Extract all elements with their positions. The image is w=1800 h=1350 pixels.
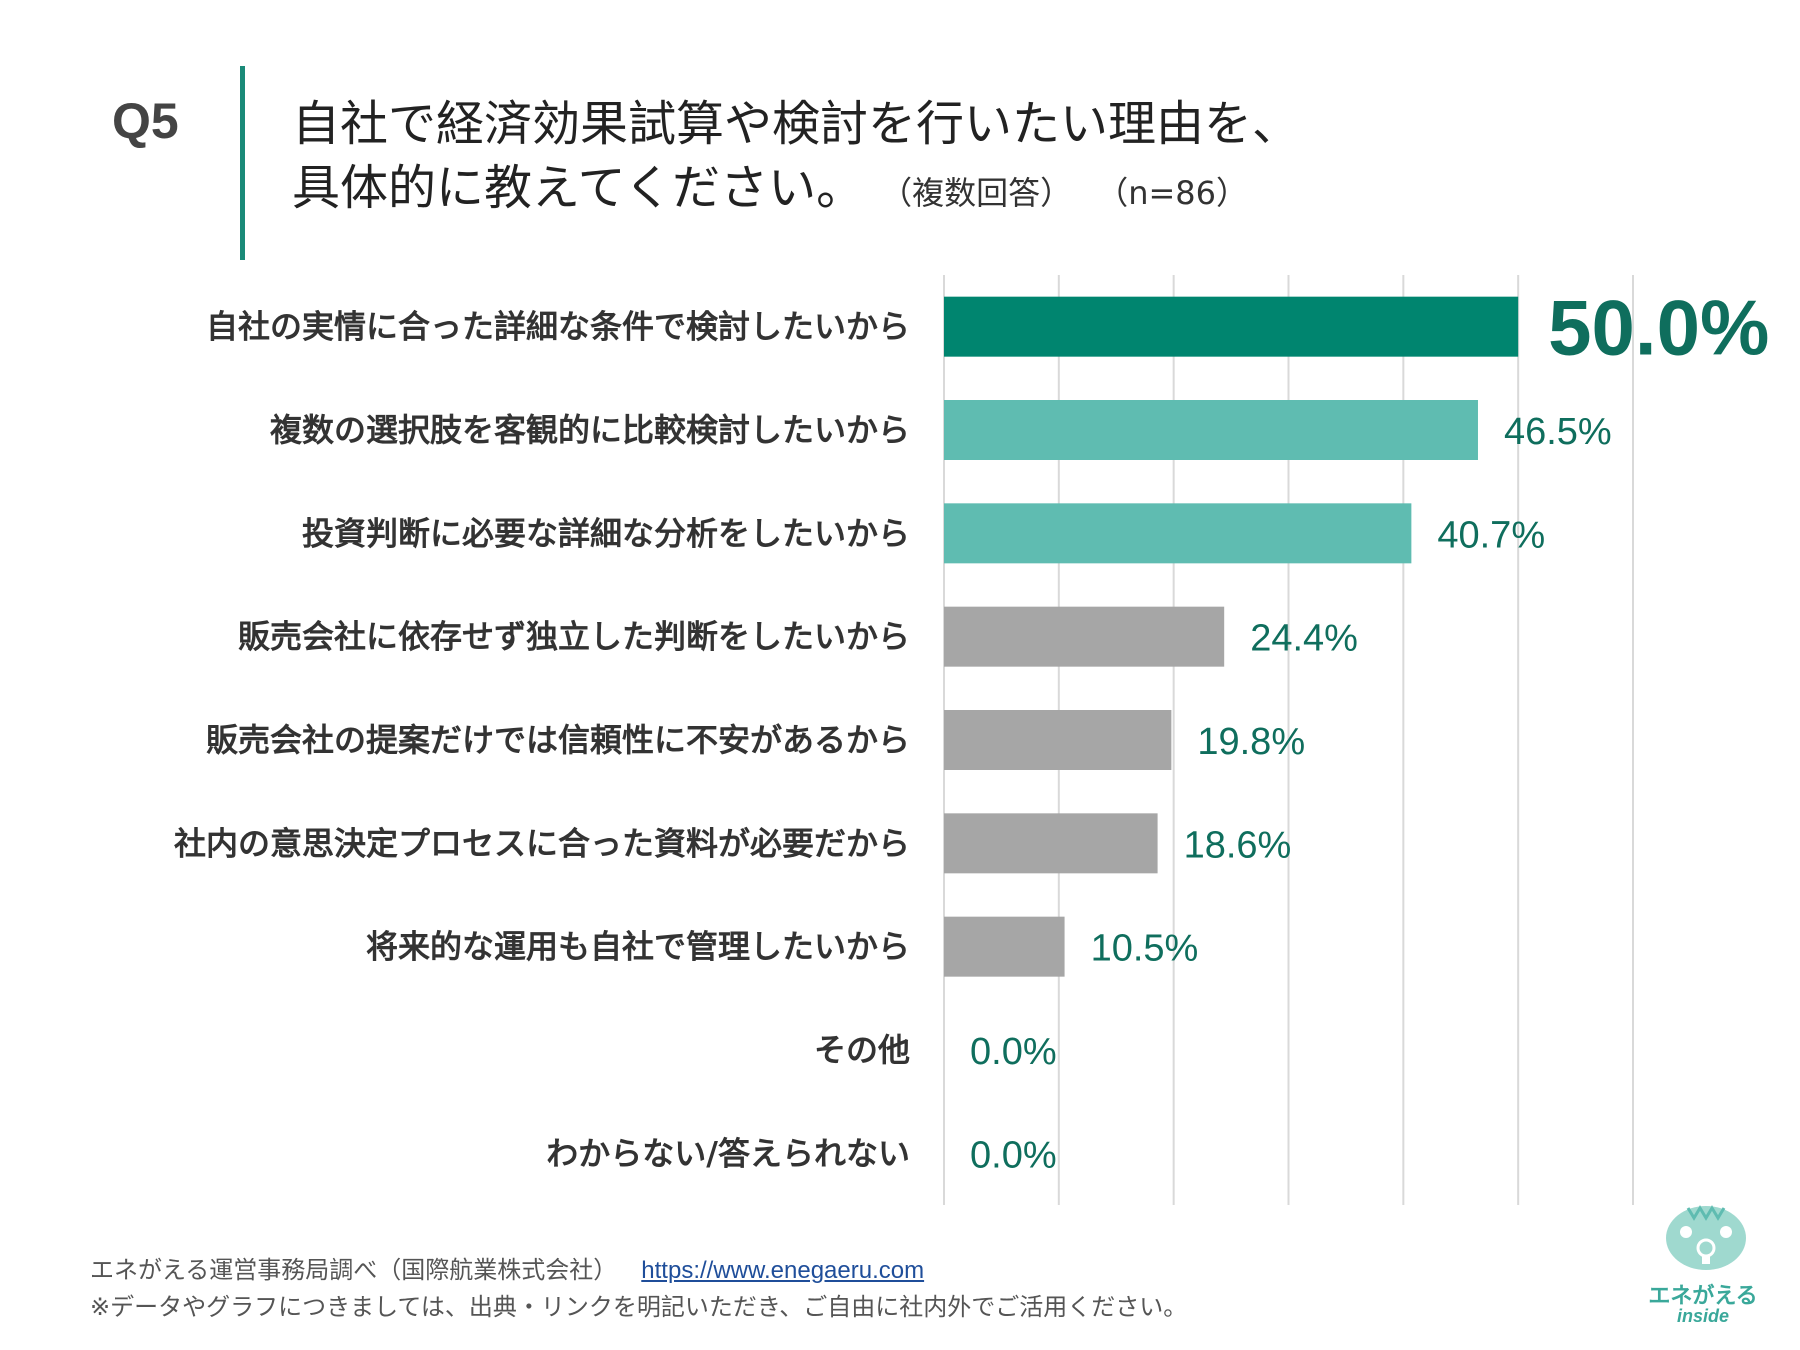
bar (944, 606, 1225, 667)
bar (944, 503, 1412, 564)
bar-chart: 自社の実情に合った詳細な条件で検討したいから 50.0% 複数の選択肢を客観的に比較… (174, 275, 1769, 1205)
title-line-2-text: 具体的に教えてください。 (292, 160, 865, 216)
bar (944, 400, 1478, 460)
bar (944, 813, 1158, 874)
category-label: 販売会社の提案だけでは信頼性に不安があるから (206, 721, 910, 759)
title-divider (240, 66, 245, 260)
category-label: 投資判断に必要な詳細な分析をしたいから (302, 514, 910, 552)
title-line-2: 具体的に教えてください。 （複数回答） （n=86） (292, 156, 1300, 225)
source-link[interactable]: https://www.enegaeru.com (641, 1257, 925, 1284)
bar (944, 296, 1519, 357)
logo-name: エネがえる (1648, 1284, 1758, 1309)
category-label: その他 (814, 1031, 910, 1069)
footer: エネがえる運営事務局調べ（国際航業株式会社） https://www.enegae… (90, 1252, 1187, 1325)
category-label: わからない/答えられない (546, 1134, 910, 1172)
usage-note: ※データやグラフにつきましては、出典・リンクを明記いただき、ご自由に社内外でご活… (90, 1293, 1188, 1321)
sample-size-note: （n=86） (1112, 174, 1249, 212)
value-label: 18.6% (1184, 824, 1292, 866)
source-text: エネがえる運営事務局調べ（国際航業株式会社） (90, 1256, 618, 1284)
value-label: 24.4% (1250, 618, 1358, 660)
category-label: 販売会社に依存せず独立した判断をしたいから (238, 618, 910, 656)
source-line: エネがえる運営事務局調べ（国際航業株式会社） https://www.enegae… (90, 1252, 1187, 1289)
multiple-answer-note: （複数回答） (896, 174, 1073, 212)
question-label: Q5 (112, 93, 179, 149)
value-label: 50.0% (1548, 284, 1769, 372)
title-line-1: 自社で経済効果試算や検討を行いたい理由を、 (292, 96, 1301, 152)
chart-title: 自社で経済効果試算や検討を行いたい理由を、 具体的に教えてください。 （複数回答）… (292, 92, 1300, 225)
logo-subtitle: inside (1676, 1306, 1729, 1326)
value-label: 0.0% (970, 1031, 1057, 1073)
enegaeru-logo-icon (1666, 1205, 1746, 1270)
category-label: 自社の実情に合った詳細な条件で検討したいから (206, 308, 910, 346)
category-label: 将来的な運用も自社で管理したいから (366, 928, 910, 966)
value-label: 19.8% (1197, 721, 1305, 763)
category-label: 社内の意思決定プロセスに合った資料が必要だから (174, 824, 910, 862)
value-label: 46.5% (1504, 411, 1612, 453)
category-label: 複数の選択肢を客観的に比較検討したいから (270, 411, 910, 449)
bar (944, 710, 1172, 770)
value-label: 40.7% (1437, 514, 1545, 556)
bar (944, 916, 1065, 977)
value-label: 0.0% (970, 1134, 1057, 1176)
value-label: 10.5% (1091, 928, 1199, 970)
